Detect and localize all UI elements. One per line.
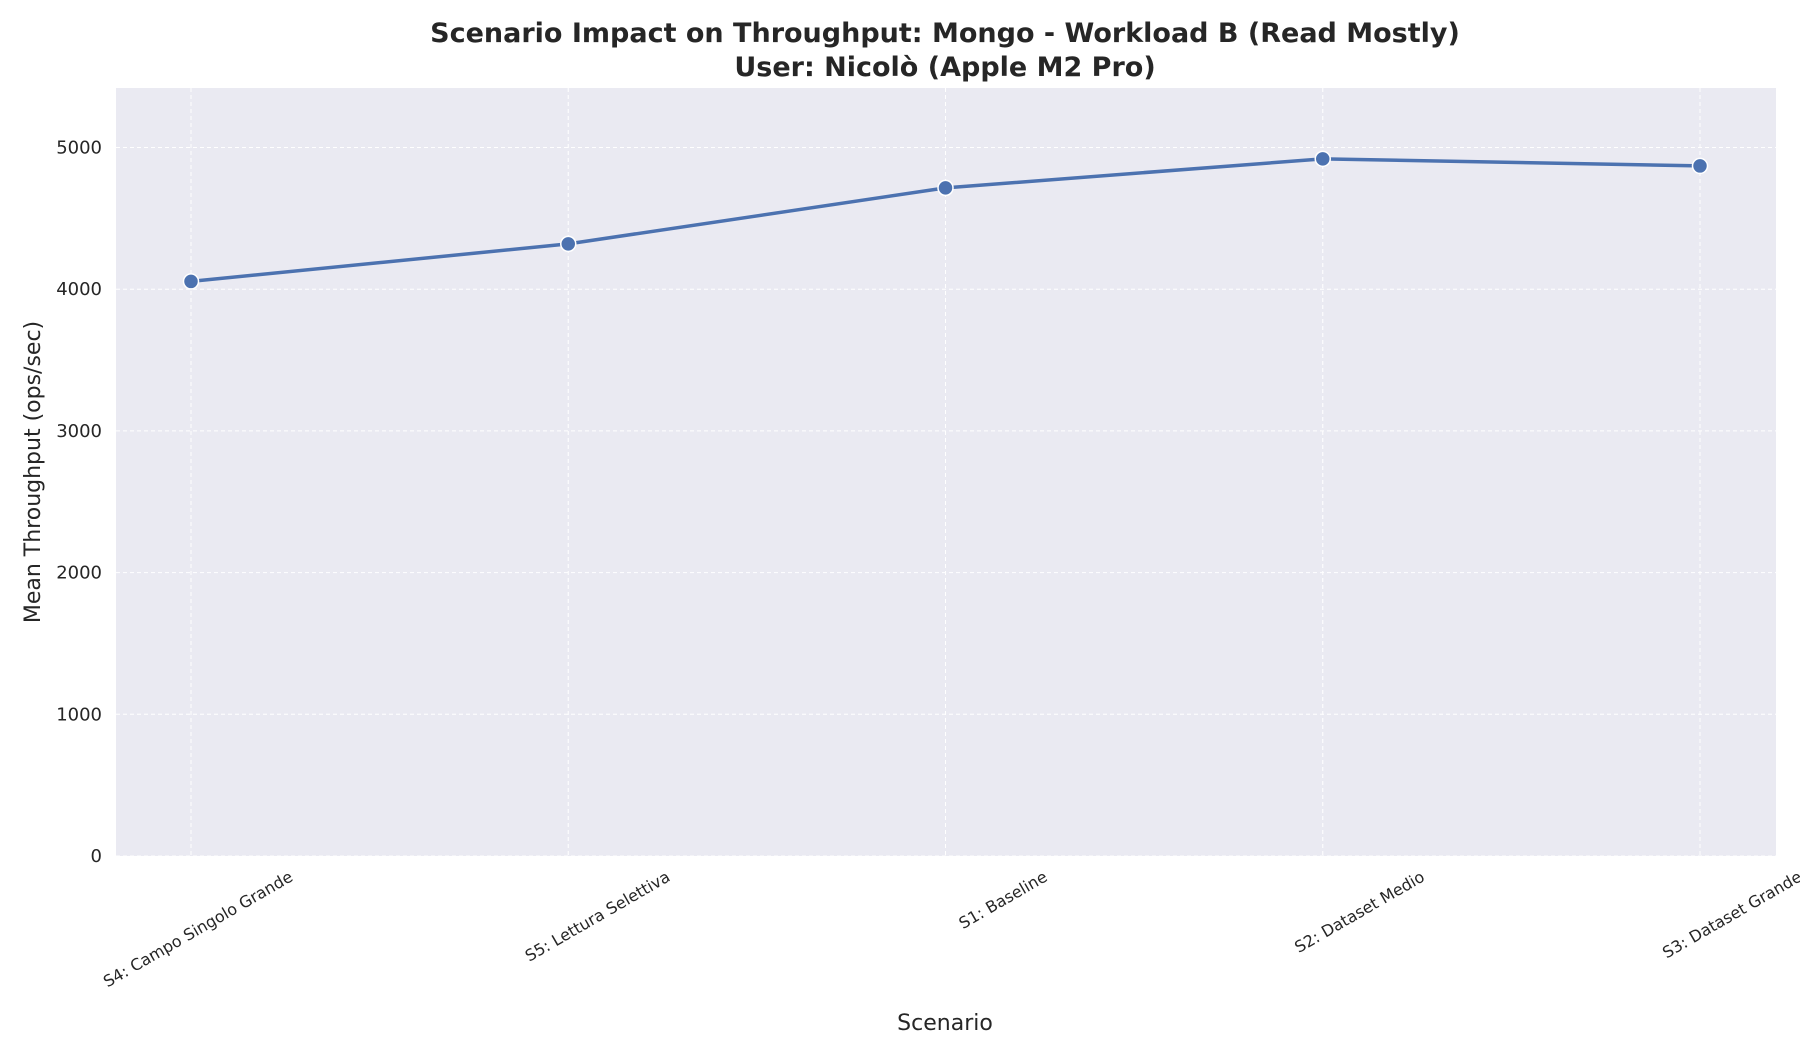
x-tick-label: S2: Dataset Medio: [1291, 867, 1427, 957]
y-tick-label: 3000: [56, 421, 102, 442]
data-point: [1314, 150, 1331, 168]
y-tick-label: 4000: [56, 279, 102, 300]
x-tick-label: S3: Dataset Grande: [1659, 867, 1800, 962]
data-point: [937, 179, 954, 197]
y-tick-label: 0: [91, 846, 102, 867]
y-tick-label: 2000: [56, 563, 102, 584]
x-tick-label: S1: Baseline: [956, 867, 1051, 933]
x-axis-label: Scenario: [897, 1011, 993, 1036]
chart-subtitle: User: Nicolò (Apple M2 Pro): [734, 52, 1155, 83]
x-axis-ticks: S4: Campo Singolo Grande S5: Lettura Sele…: [100, 867, 1800, 991]
grid: [116, 88, 1776, 857]
y-axis-label: Mean Throughput (ops/sec): [21, 321, 46, 623]
data-point: [182, 273, 200, 290]
series: [182, 150, 1709, 290]
x-tick-label: S5: Lettura Selettiva: [522, 867, 674, 965]
x-tick-label: S4: Campo Singolo Grande: [100, 867, 296, 991]
y-axis-ticks: 0 1000 2000 3000 4000 5000: [56, 138, 102, 867]
y-tick-label: 5000: [56, 138, 102, 159]
chart-title: Scenario Impact on Throughput: Mongo - W…: [430, 18, 1460, 49]
data-point: [1691, 157, 1709, 175]
data-point: [560, 235, 577, 253]
y-tick-label: 1000: [56, 704, 102, 725]
